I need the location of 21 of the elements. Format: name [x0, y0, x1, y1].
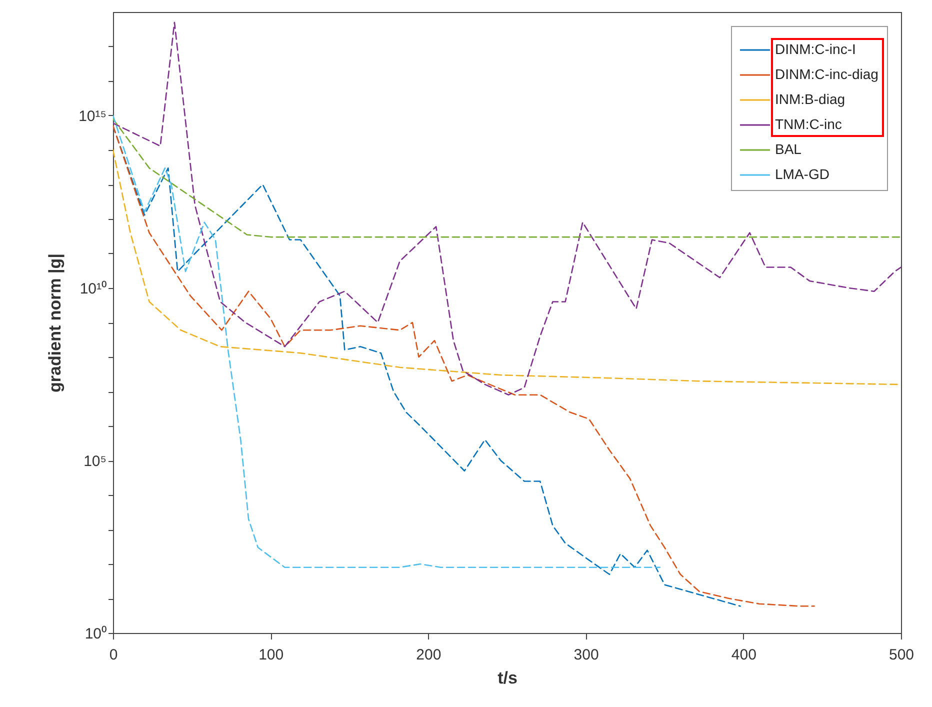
line-series	[113, 114, 661, 568]
x-tick-label: 0	[109, 646, 118, 664]
y-tick-label: 10¹⁰	[80, 280, 106, 298]
y-tick-label: 10⁵	[84, 453, 106, 470]
legend-label: LMA-GD	[775, 166, 830, 182]
x-tick-label: 400	[731, 646, 756, 664]
y-tick-label: 10⁰	[84, 626, 106, 642]
legend-label: BAL	[775, 141, 802, 157]
x-tick-label: 500	[888, 646, 914, 664]
y-tick-label: 10¹⁵	[78, 108, 106, 125]
y-axis-title: gradient norm |g|	[46, 254, 65, 392]
x-axis-title: t/s	[498, 668, 518, 688]
legend-label: DINM:C-inc-I	[775, 41, 856, 57]
x-tick-label: 100	[258, 646, 284, 664]
x-tick-label: 300	[574, 646, 599, 664]
x-tick-label: 200	[416, 646, 442, 664]
legend-label: TNM:C-inc	[775, 116, 842, 132]
legend-label: INM:B-diag	[775, 91, 846, 107]
line-series	[113, 22, 901, 396]
line-series	[113, 118, 901, 238]
legend-label: DINM:C-inc-diag	[775, 66, 878, 82]
